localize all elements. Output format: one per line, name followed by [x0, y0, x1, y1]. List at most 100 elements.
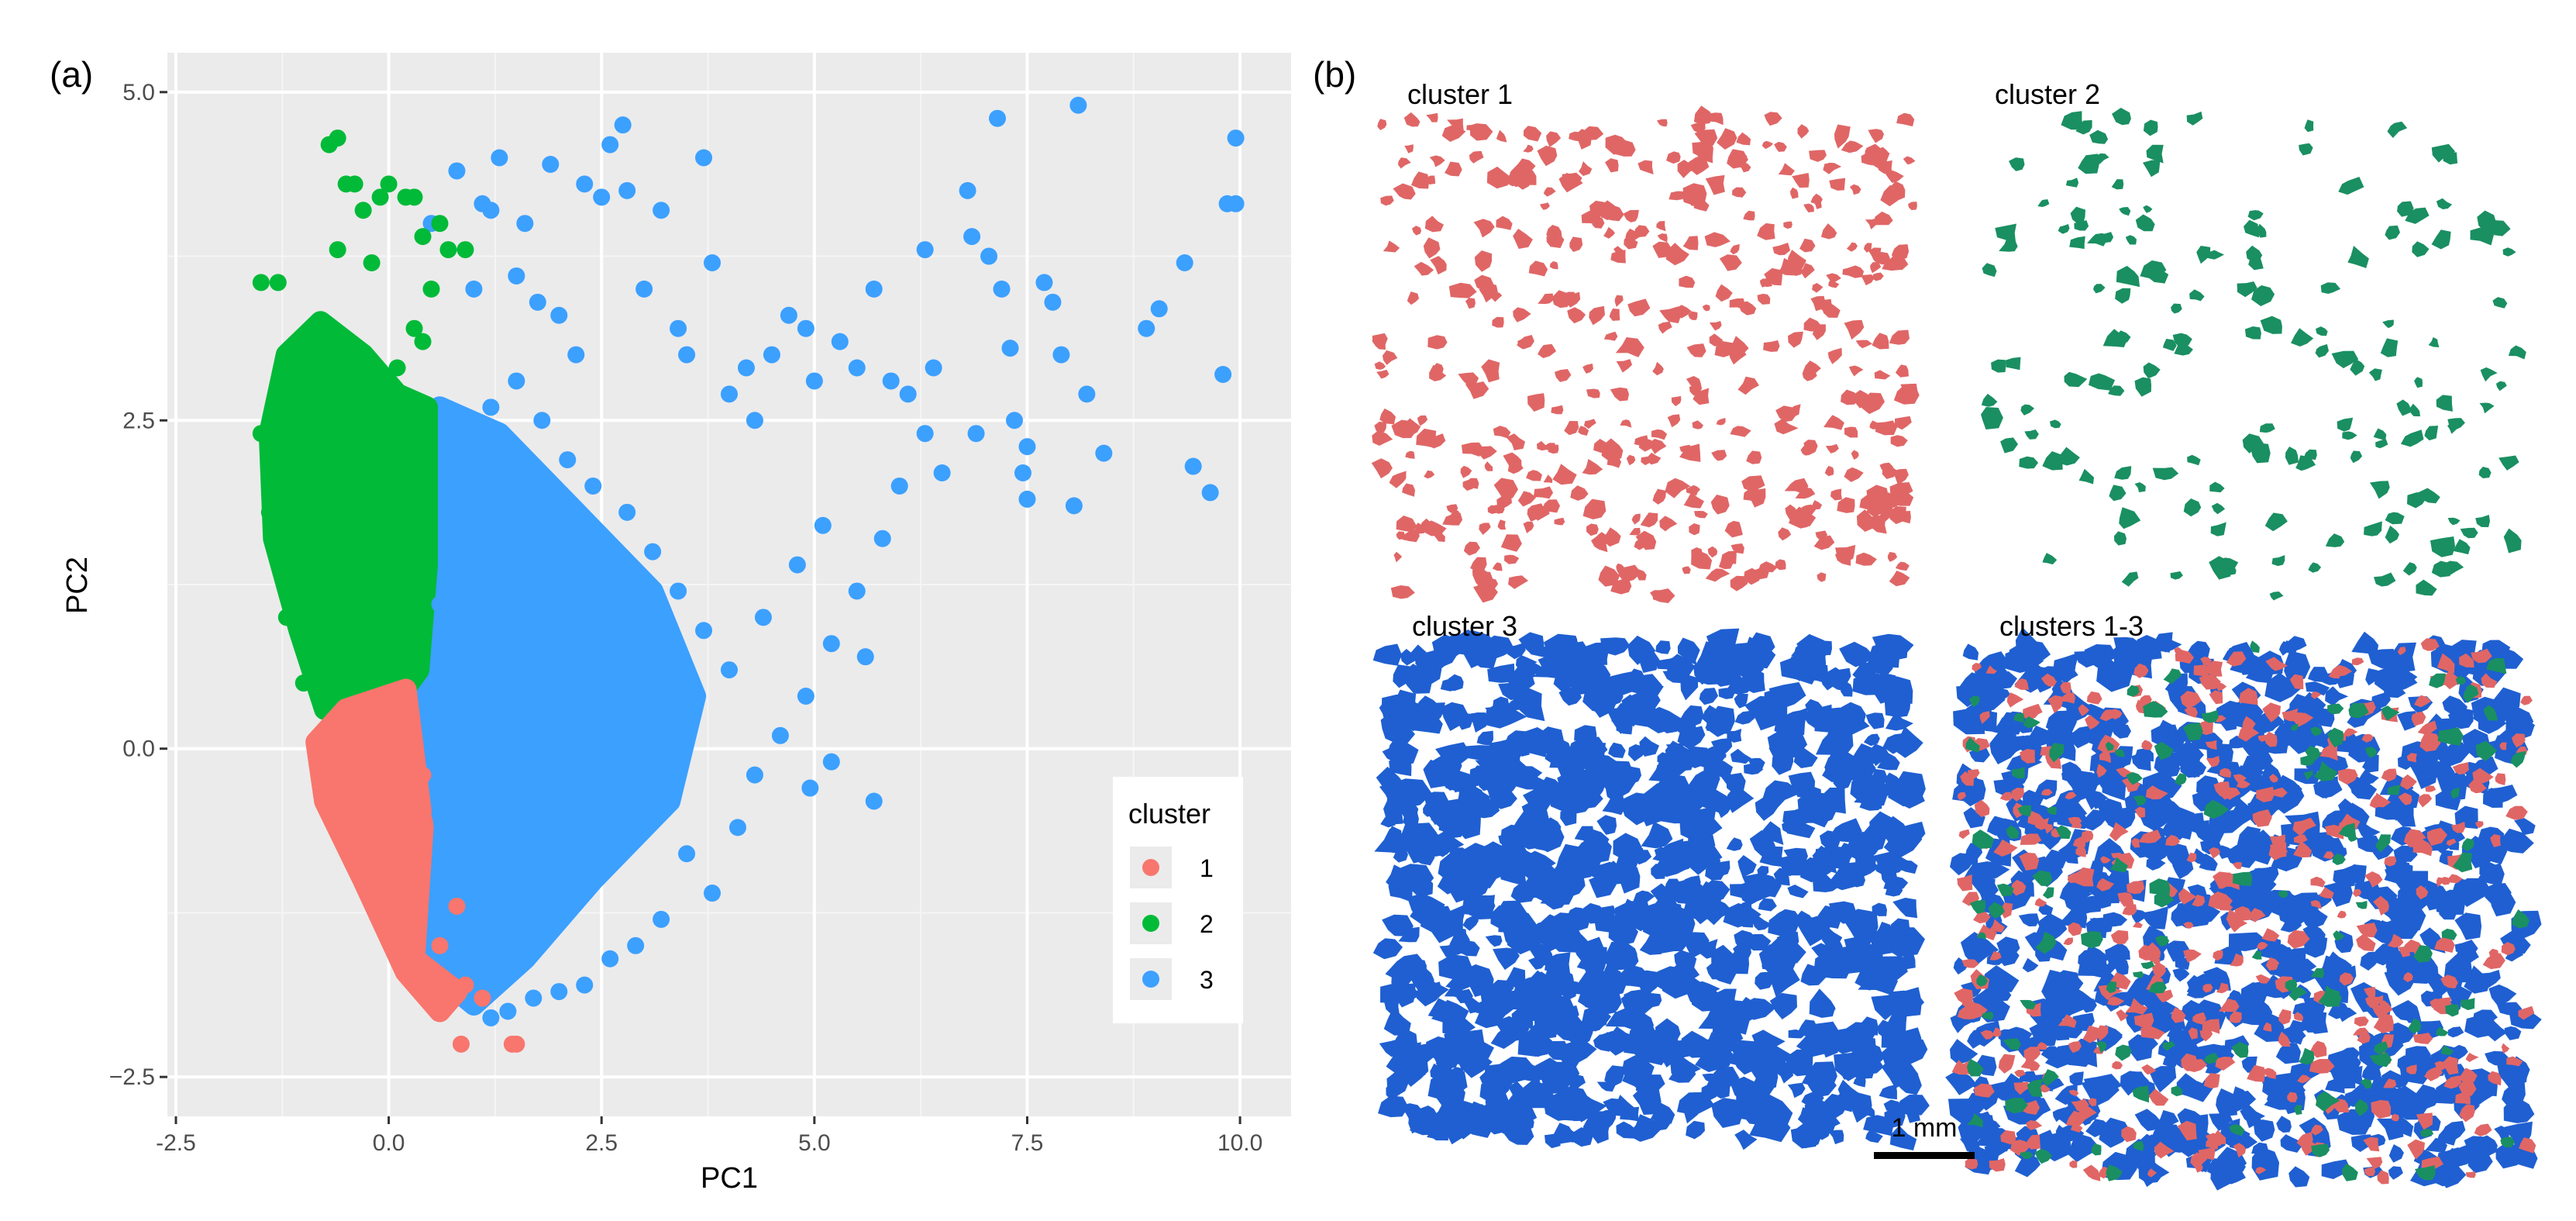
- cluster-3-particle: [1725, 672, 1755, 695]
- cluster-3-particle: [1389, 755, 1412, 777]
- cluster-3-particle: [2180, 756, 2200, 778]
- cluster-3-particle: [2041, 969, 2075, 1005]
- cluster-1-particle: [1635, 530, 1657, 550]
- cluster-1-particle: [2208, 891, 2233, 909]
- cluster-3-particle: [1734, 693, 1748, 709]
- cluster-3-particle: [1762, 780, 1802, 813]
- cluster-2-particle: [2431, 560, 2451, 578]
- cluster-1-particle: [1492, 316, 1504, 328]
- cluster-3-particle: [1959, 1136, 1980, 1154]
- cluster-2-particle: [2369, 1052, 2392, 1068]
- cluster-2-particle: [2020, 404, 2034, 416]
- cluster-2-particle: [2409, 403, 2420, 417]
- cluster-1-particle: [2311, 692, 2322, 699]
- cluster-1-particle: [1616, 563, 1624, 573]
- cluster-2-particle: [2209, 556, 2232, 580]
- cluster-2-particle: [2108, 385, 2125, 396]
- cluster-3-particle: [1793, 647, 1825, 681]
- cluster-2-particle: [2135, 214, 2155, 232]
- cluster-1-particle: [2397, 647, 2406, 656]
- cluster-3-particle: [1796, 1021, 1843, 1057]
- point-cluster-3: [618, 503, 636, 521]
- cluster-1-particle: [2293, 834, 2308, 843]
- cluster-1-particle: [2238, 723, 2260, 742]
- cluster-1-particle: [2121, 778, 2140, 792]
- cluster-3-particle: [1589, 861, 1617, 880]
- cluster-2-particle: [2424, 426, 2439, 441]
- cluster-3-particle: [2324, 951, 2347, 976]
- cluster-1-particle: [1503, 452, 1522, 471]
- cluster-2-particle: [1976, 974, 1988, 987]
- cluster-3-particle: [2504, 1026, 2522, 1040]
- cluster-1-particle: [2265, 657, 2288, 671]
- cluster-2-particle: [2269, 518, 2283, 531]
- cluster-3-particle: [1702, 1047, 1735, 1069]
- cluster-1-particle: [1737, 376, 1759, 395]
- panel-b-label: (b): [1313, 54, 1356, 95]
- cluster-1-particle: [1887, 551, 1898, 562]
- cluster-1-particle: [1473, 219, 1495, 238]
- cluster-3-particle: [1809, 1001, 1836, 1016]
- cluster-3-particle: [1511, 975, 1546, 1002]
- cluster-3-particle: [2225, 844, 2257, 868]
- point-cluster-3: [1035, 274, 1053, 291]
- point-cluster-3: [1005, 412, 1023, 429]
- cluster-1-particle: [2034, 898, 2047, 907]
- cluster-3-particle: [2362, 753, 2379, 773]
- cluster-2-particle: [2483, 705, 2499, 721]
- cluster-3-particle: [1873, 852, 1913, 875]
- cluster-3-particle: [2140, 905, 2168, 930]
- cluster-3-particle: [1884, 694, 1911, 718]
- cluster-1-particle: [2337, 910, 2347, 919]
- cluster-1-particle: [2488, 1071, 2502, 1086]
- cluster-3-particle: [1496, 900, 1527, 926]
- point-cluster-3: [601, 136, 619, 153]
- cluster-1-particle: [1774, 141, 1787, 152]
- cluster-3-particle: [1451, 1029, 1485, 1057]
- cluster-1-particle: [1393, 551, 1403, 563]
- cluster-2-particle: [2106, 1164, 2123, 1181]
- cluster-1-particle: [2407, 1139, 2425, 1160]
- cluster-2-particle: [2460, 527, 2478, 539]
- cluster-1-particle: [1826, 273, 1841, 285]
- cluster-1-particle: [1383, 240, 1400, 253]
- point-cluster-3: [533, 805, 551, 823]
- cluster-1-particle: [1731, 336, 1749, 360]
- cluster-2-particle: [2106, 741, 2114, 751]
- point-cluster-3: [559, 451, 577, 469]
- cluster-3-particle: [1889, 918, 1910, 938]
- point-cluster-2: [269, 274, 287, 291]
- cluster-1-particle: [2269, 774, 2278, 783]
- legend: cluster 1 2 3: [1113, 777, 1243, 1023]
- cluster-3-particle: [1813, 871, 1841, 892]
- cluster-3-particle: [1885, 772, 1902, 788]
- cluster-3-particle: [1734, 710, 1755, 725]
- cluster-3-particle: [1837, 1079, 1859, 1100]
- cluster-1-particle: [1758, 561, 1778, 573]
- cluster-1-particle: [2271, 787, 2288, 798]
- cluster-3-particle: [1885, 712, 1913, 731]
- cluster-3-particle: [2305, 681, 2330, 696]
- cluster-2-particle: [2171, 303, 2182, 314]
- cluster-2-particle: [2035, 931, 2057, 954]
- cluster-1-particle: [1582, 459, 1603, 475]
- cluster-3-particle: [1752, 915, 1772, 931]
- cluster-3-particle: [1564, 856, 1579, 869]
- point-cluster-3: [1044, 293, 1062, 311]
- cluster-2-particle: [2143, 362, 2161, 379]
- point-cluster-3: [576, 871, 594, 889]
- cluster-2-particle: [2127, 685, 2140, 697]
- cluster-2-particle: [2207, 250, 2224, 260]
- cluster-2-particle: [2162, 1041, 2175, 1051]
- point-cluster-2: [260, 503, 278, 521]
- cluster-1-particle: [1441, 125, 1466, 142]
- point-cluster-3: [456, 425, 474, 443]
- cluster-1-particle: [1473, 583, 1498, 603]
- cluster-3-particle: [2173, 745, 2195, 767]
- cluster-1-particle: [1569, 236, 1583, 252]
- cluster-2-particle: [2154, 741, 2174, 761]
- cluster-1-particle: [2014, 1070, 2027, 1078]
- cluster-1-particle: [2292, 817, 2316, 836]
- cluster-3-particle: [2500, 828, 2534, 854]
- cluster-2-particle: [2338, 177, 2364, 195]
